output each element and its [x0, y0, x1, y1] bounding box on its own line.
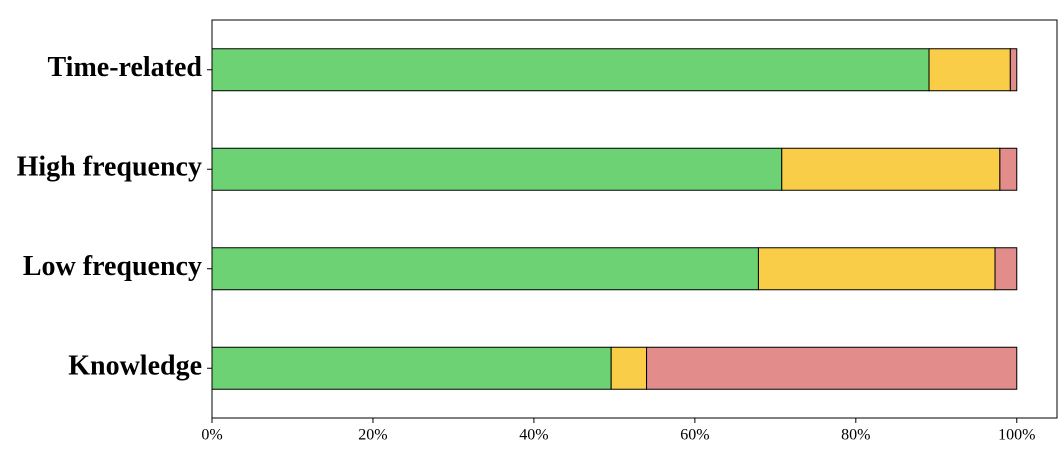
bar-segment	[994, 247, 1018, 291]
bar-segment	[928, 48, 1011, 92]
bar-segment	[211, 147, 783, 191]
x-tick-label: 20%	[358, 427, 387, 444]
y-tick-label: Time-related	[48, 52, 203, 83]
y-tick-label: Knowledge	[68, 351, 202, 382]
y-tick-label: Low frequency	[23, 251, 202, 282]
bar-segment	[999, 147, 1018, 191]
x-tick-label: 100%	[998, 427, 1035, 444]
x-tick-label: 80%	[841, 427, 870, 444]
x-tick-label: 60%	[680, 427, 709, 444]
plot-frame	[211, 19, 1058, 419]
x-tick-label: 0%	[201, 427, 222, 444]
bar-segment	[1009, 48, 1018, 92]
bar-segment	[211, 247, 759, 291]
y-tick-label: High frequency	[17, 152, 202, 183]
bar-segment	[211, 48, 930, 92]
bar-segment	[211, 346, 612, 390]
bar-segment	[610, 346, 648, 390]
x-tick-label: 40%	[519, 427, 548, 444]
bar-segment	[646, 346, 1018, 390]
bar-segment	[781, 147, 1001, 191]
bar-segment	[757, 247, 996, 291]
